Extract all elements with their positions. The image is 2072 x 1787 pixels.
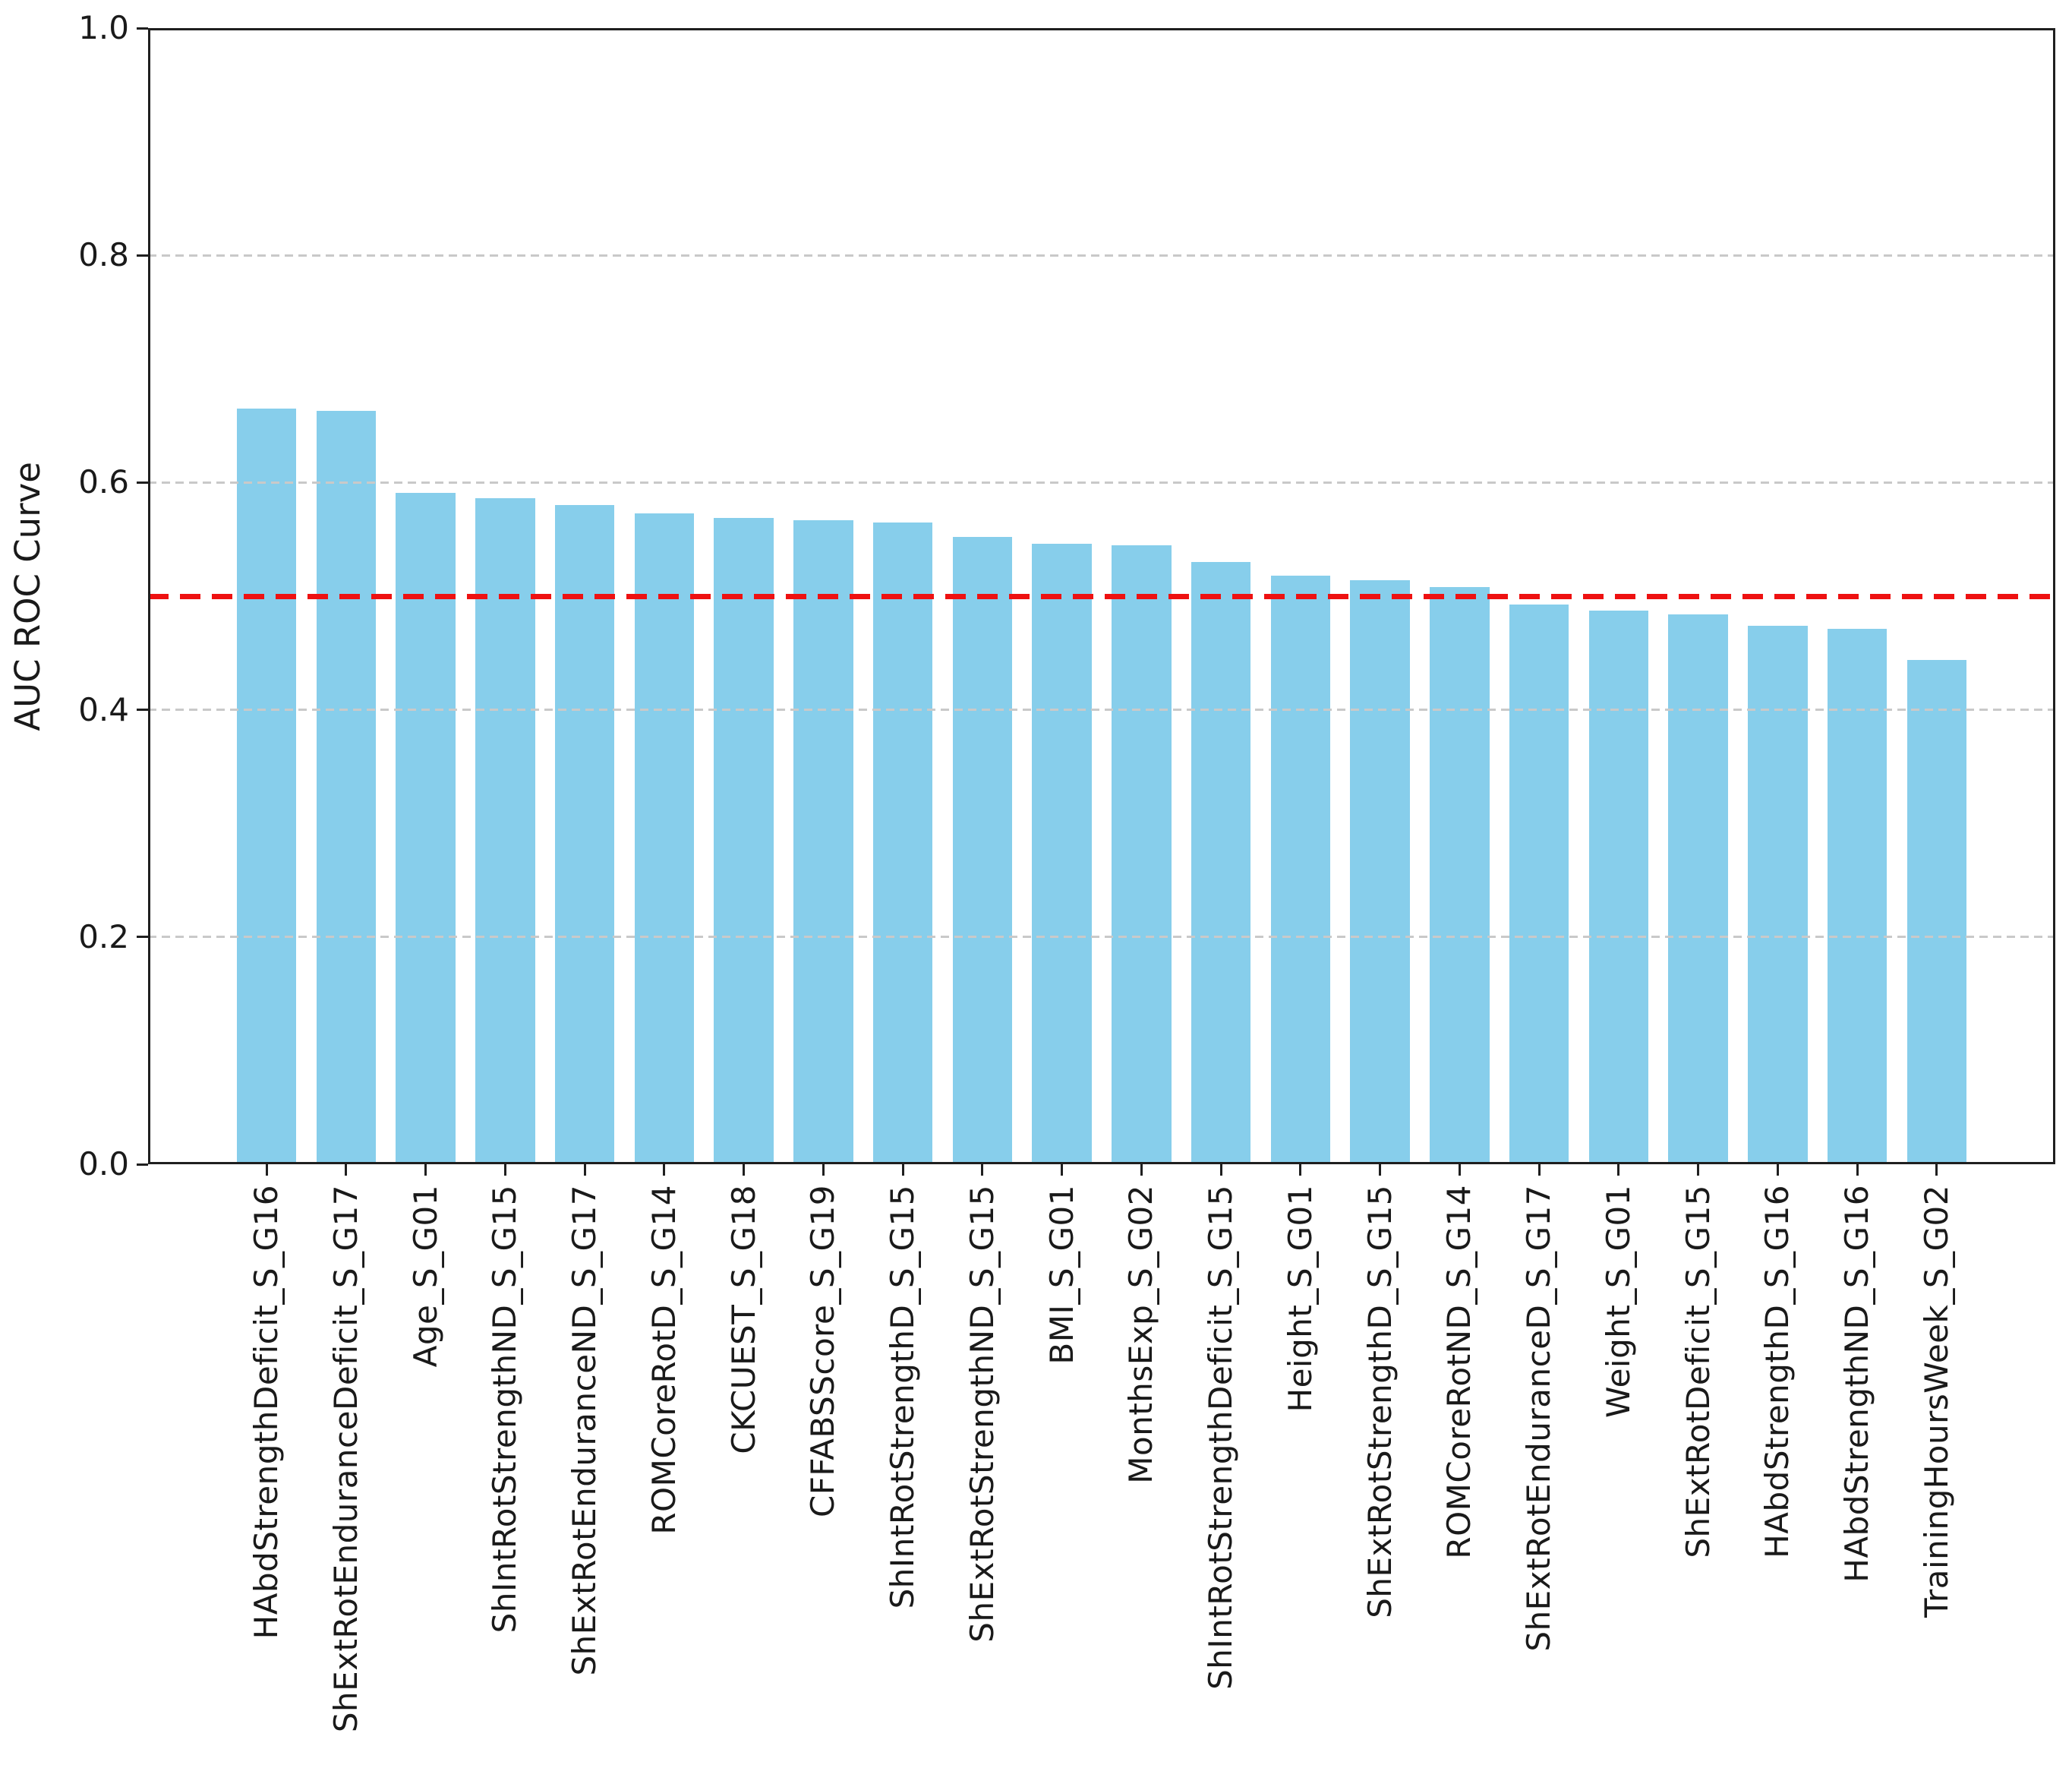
- y-tick-0.2: [137, 936, 148, 939]
- y-tick-0.4: [137, 709, 148, 712]
- x-tick-ROMCoreRotND_S_G14: [1458, 1164, 1461, 1176]
- bar-ROMCoreRotND_S_G14: [1430, 587, 1490, 1164]
- x-tick-ShIntRotStrengthND_S_G15: [503, 1164, 506, 1176]
- reference-line: [148, 593, 2055, 599]
- y-tick-0.6: [137, 481, 148, 484]
- x-tick-ShIntRotStrengthDeficit_S_G15: [1219, 1164, 1222, 1176]
- bar-ShIntRotStrengthD_S_G15: [872, 522, 933, 1164]
- x-tick-ShExtRotEnduranceDeficit_S_G17: [345, 1164, 348, 1176]
- y-tick-label-0.6: 0.6: [78, 463, 129, 501]
- x-tick-MonthsExp_S_G02: [1140, 1164, 1143, 1176]
- x-tick-label-ShExtRotEnduranceDeficit_S_G17: ShExtRotEnduranceDeficit_S_G17: [326, 1185, 364, 1733]
- bar-Height_S_G01: [1270, 576, 1331, 1164]
- x-tick-label-HAbdStrengthDeficit_S_G16: HAbdStrengthDeficit_S_G16: [248, 1185, 285, 1640]
- x-tick-label-ShIntRotStrengthD_S_G15: ShIntRotStrengthD_S_G15: [884, 1185, 922, 1609]
- x-tick-label-ShExtRotStrengthND_S_G15: ShExtRotStrengthND_S_G15: [963, 1185, 1001, 1643]
- x-tick-label-Age_S_G01: Age_S_G01: [406, 1185, 444, 1368]
- bar-CFFABSScore_S_G19: [793, 519, 853, 1164]
- x-tick-label-ShExtRotStrengthD_S_G15: ShExtRotStrengthD_S_G15: [1361, 1185, 1399, 1618]
- x-tick-ShExtRotEnduranceD_S_G17: [1537, 1164, 1541, 1176]
- x-tick-label-HAbdStrengthD_S_G16: HAbdStrengthD_S_G16: [1758, 1185, 1796, 1558]
- bar-ShExtRotEnduranceDeficit_S_G17: [316, 411, 377, 1164]
- bar-HAbdStrengthND_S_G16: [1827, 629, 1888, 1164]
- bar-ShExtRotDeficit_S_G15: [1668, 614, 1728, 1164]
- x-tick-label-MonthsExp_S_G02: MonthsExp_S_G02: [1122, 1185, 1160, 1484]
- x-tick-label-ShExtRotEnduranceND_S_G17: ShExtRotEnduranceND_S_G17: [566, 1185, 604, 1676]
- gridline-y-0.8: [148, 254, 2055, 257]
- x-tick-label-ShExtRotEnduranceD_S_G17: ShExtRotEnduranceD_S_G17: [1520, 1185, 1558, 1652]
- y-axis-title-wrap: AUC ROC Curve: [8, 28, 48, 1164]
- x-tick-Height_S_G01: [1299, 1164, 1302, 1176]
- x-tick-label-ROMCoreRotND_S_G14: ROMCoreRotND_S_G14: [1440, 1185, 1478, 1559]
- bar-ShIntRotStrengthDeficit_S_G15: [1191, 562, 1251, 1164]
- x-tick-HAbdStrengthND_S_G16: [1856, 1164, 1859, 1176]
- x-tick-label-ShIntRotStrengthDeficit_S_G15: ShIntRotStrengthDeficit_S_G15: [1202, 1185, 1240, 1690]
- x-tick-label-TrainingHoursWeek_S_G02: TrainingHoursWeek_S_G02: [1917, 1185, 1955, 1618]
- x-tick-label-ShIntRotStrengthND_S_G15: ShIntRotStrengthND_S_G15: [486, 1185, 524, 1634]
- x-tick-ROMCoreRotD_S_G14: [663, 1164, 666, 1176]
- bar-ShExtRotEnduranceD_S_G17: [1509, 604, 1569, 1164]
- y-tick-1.0: [137, 27, 148, 30]
- bar-ShExtRotStrengthND_S_G15: [952, 537, 1013, 1164]
- x-tick-ShExtRotDeficit_S_G15: [1697, 1164, 1700, 1176]
- gridline-y-0.4: [148, 709, 2055, 712]
- bar-MonthsExp_S_G02: [1112, 545, 1172, 1164]
- y-tick-0.0: [137, 1163, 148, 1166]
- x-tick-BMI_S_G01: [1061, 1164, 1064, 1176]
- x-tick-ShExtRotEnduranceND_S_G17: [583, 1164, 586, 1176]
- x-tick-label-HAbdStrengthND_S_G16: HAbdStrengthND_S_G16: [1838, 1185, 1876, 1583]
- bar-CKCUEST_S_G18: [714, 517, 774, 1164]
- x-tick-ShExtRotStrengthD_S_G15: [1379, 1164, 1382, 1176]
- x-tick-Age_S_G01: [424, 1164, 427, 1176]
- y-tick-0.8: [137, 254, 148, 257]
- x-tick-label-CFFABSScore_S_G19: CFFABSScore_S_G19: [804, 1185, 842, 1518]
- bar-BMI_S_G01: [1032, 544, 1092, 1164]
- gridline-y-0.2: [148, 936, 2055, 939]
- gridline-y-0.6: [148, 481, 2055, 484]
- x-tick-label-ShExtRotDeficit_S_G15: ShExtRotDeficit_S_G15: [1679, 1185, 1717, 1558]
- bar-ShExtRotStrengthD_S_G15: [1350, 580, 1410, 1164]
- x-tick-HAbdStrengthDeficit_S_G16: [265, 1164, 268, 1176]
- bar-Age_S_G01: [396, 492, 456, 1164]
- bar-TrainingHoursWeek_S_G02: [1906, 659, 1967, 1164]
- y-tick-label-0.4: 0.4: [78, 690, 129, 728]
- bar-HAbdStrengthDeficit_S_G16: [236, 409, 297, 1164]
- bar-ShExtRotEnduranceND_S_G17: [554, 505, 615, 1164]
- x-tick-label-BMI_S_G01: BMI_S_G01: [1042, 1185, 1080, 1365]
- x-tick-HAbdStrengthD_S_G16: [1776, 1164, 1779, 1176]
- y-tick-label-0.8: 0.8: [78, 236, 129, 274]
- x-tick-label-Height_S_G01: Height_S_G01: [1281, 1185, 1319, 1413]
- x-tick-CKCUEST_S_G18: [743, 1164, 746, 1176]
- bar-HAbdStrengthD_S_G16: [1748, 625, 1808, 1164]
- bar-ROMCoreRotD_S_G14: [634, 513, 695, 1164]
- x-tick-label-CKCUEST_S_G18: CKCUEST_S_G18: [724, 1185, 762, 1454]
- x-tick-ShExtRotStrengthND_S_G15: [981, 1164, 984, 1176]
- plot-area: [148, 28, 2055, 1164]
- x-tick-ShIntRotStrengthD_S_G15: [901, 1164, 904, 1176]
- y-axis-title: AUC ROC Curve: [8, 461, 48, 731]
- bar-Weight_S_G01: [1588, 611, 1649, 1164]
- y-tick-label-0.2: 0.2: [78, 917, 129, 955]
- y-tick-label-0.0: 0.0: [78, 1145, 129, 1182]
- bar-ShIntRotStrengthND_S_G15: [475, 498, 535, 1164]
- x-tick-label-ROMCoreRotD_S_G14: ROMCoreRotD_S_G14: [645, 1185, 683, 1535]
- x-tick-Weight_S_G01: [1617, 1164, 1620, 1176]
- x-tick-CFFABSScore_S_G19: [822, 1164, 825, 1176]
- x-tick-label-Weight_S_G01: Weight_S_G01: [1599, 1185, 1637, 1418]
- x-tick-TrainingHoursWeek_S_G02: [1935, 1164, 1938, 1176]
- y-tick-label-1.0: 1.0: [78, 9, 129, 46]
